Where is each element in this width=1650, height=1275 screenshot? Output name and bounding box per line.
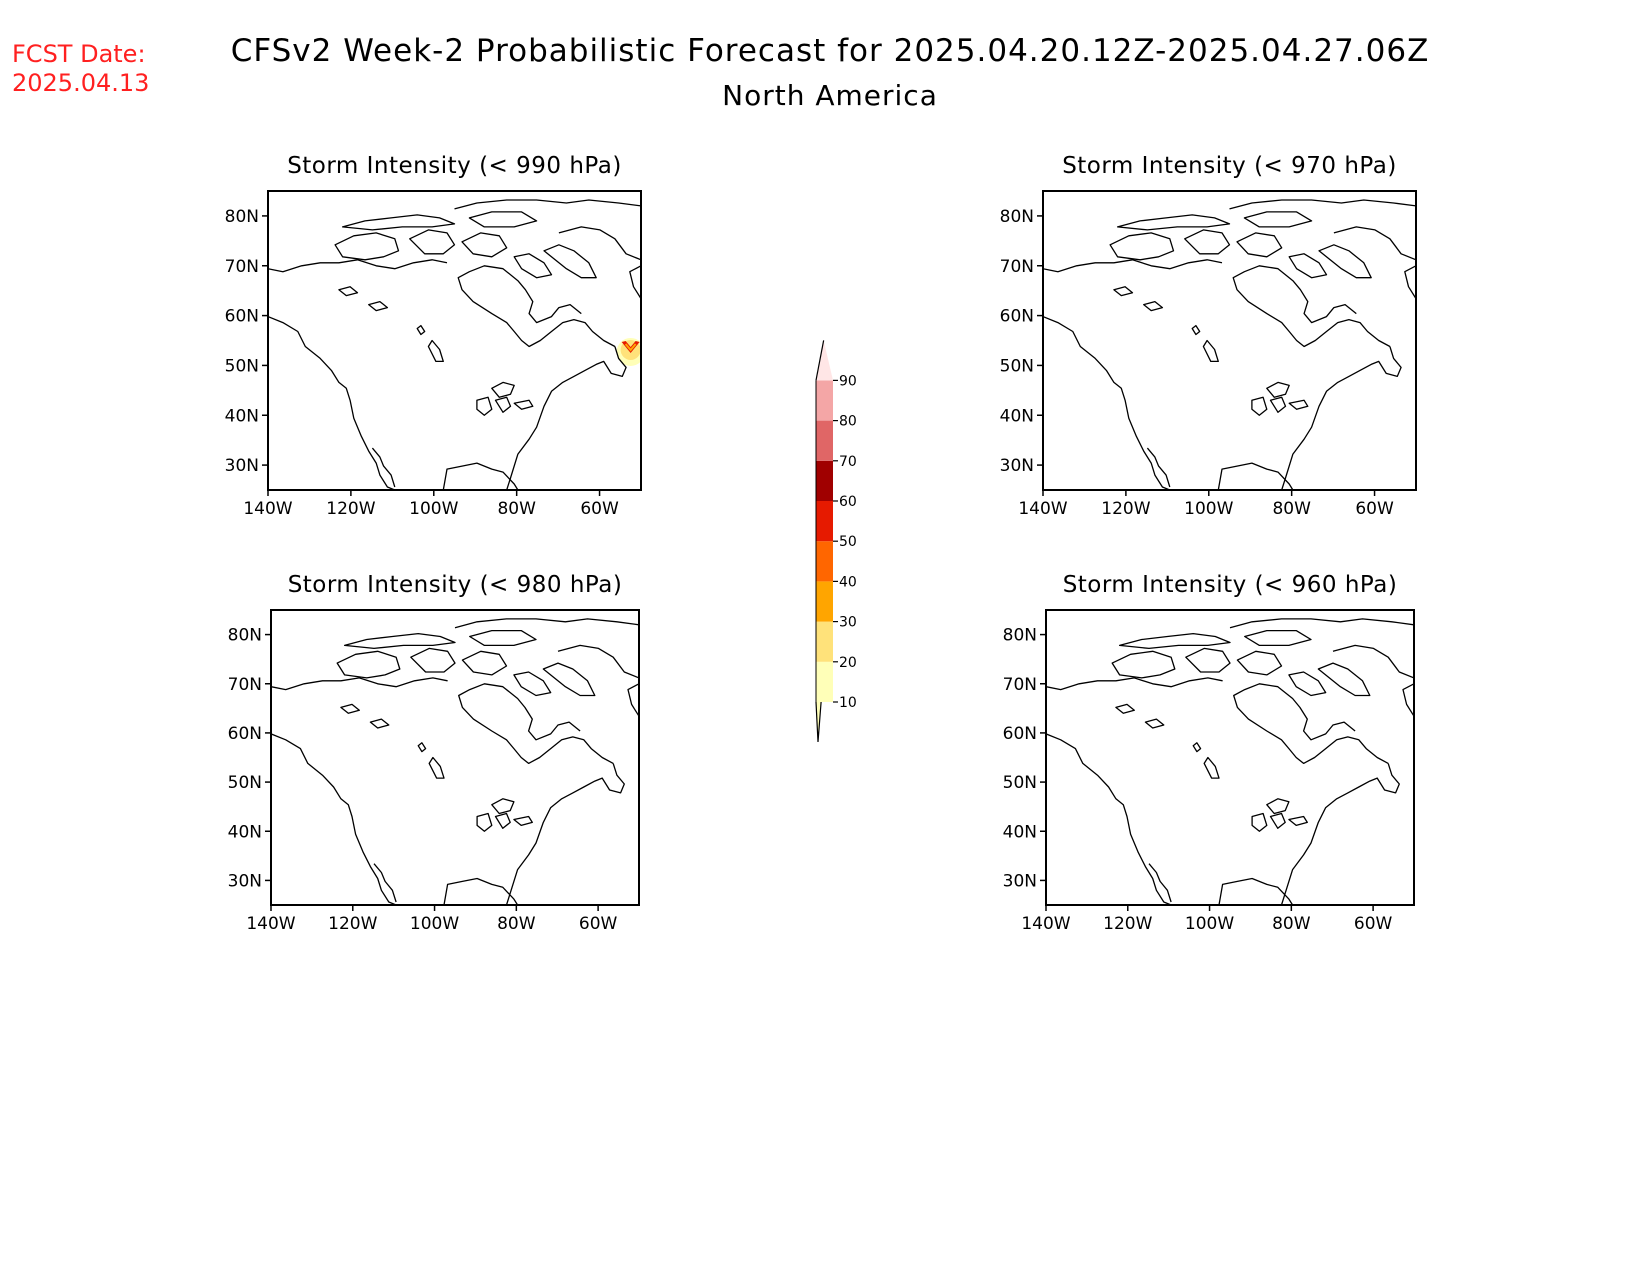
- colorbar-segment: [816, 420, 833, 461]
- panel-title: Storm Intensity (< 960 hPa): [1063, 572, 1398, 598]
- lon-tick-label: 100W: [1184, 499, 1233, 519]
- lat-tick-label: 40N: [225, 406, 259, 426]
- colorbar-label: 50: [839, 534, 857, 550]
- region-title: North America: [722, 79, 938, 112]
- lat-tick-label: 80N: [228, 626, 262, 646]
- lat-tick-label: 50N: [1000, 356, 1034, 376]
- lat-tick-label: 30N: [228, 871, 262, 891]
- colorbar-label: 60: [839, 494, 857, 510]
- lon-tick-label: 80W: [1272, 499, 1311, 519]
- coastline: [271, 618, 639, 905]
- colorbar-segment: [816, 501, 833, 542]
- panel-frame: [1045, 609, 1415, 906]
- colorbar-label: 70: [839, 454, 857, 470]
- coastline: [1043, 199, 1416, 490]
- lon-tick-label: 60W: [1355, 499, 1394, 519]
- lat-tick-label: 60N: [1003, 724, 1037, 744]
- colorbar-label: 20: [839, 655, 857, 671]
- lon-tick-label: 120W: [1101, 499, 1150, 519]
- lat-tick-label: 30N: [1003, 871, 1037, 891]
- lon-tick-label: 80W: [497, 499, 536, 519]
- colorbar-label: 10: [839, 695, 857, 711]
- panel-frame: [1042, 190, 1417, 491]
- map-panel-p960: Storm Intensity (< 960 hPa) 80N 70N 60N 50N 4…: [1003, 572, 1415, 934]
- lon-tick-label: 100W: [1185, 914, 1234, 934]
- lon-tick-label: 60W: [580, 499, 619, 519]
- lon-tick-label: 80W: [1272, 914, 1311, 934]
- probability-hotspot: [616, 337, 641, 366]
- colorbar-top-triangle: [816, 340, 833, 381]
- fcst-label: FCST Date:: [12, 40, 146, 68]
- lon-tick-label: 140W: [246, 914, 295, 934]
- colorbar-label: 40: [839, 574, 857, 590]
- lon-tick-label: 100W: [409, 499, 458, 519]
- panel-frame: [267, 190, 642, 491]
- lat-tick-label: 60N: [225, 307, 259, 327]
- map-panel-p980: Storm Intensity (< 980 hPa) 80N 70N 60N 50N 4…: [228, 572, 640, 934]
- lon-tick-label: 140W: [243, 499, 292, 519]
- map-panel-p970: Storm Intensity (< 970 hPa) 80N 70N 60N 50N 4…: [1000, 153, 1417, 519]
- map-panel-p990: Storm Intensity (< 990 hPa) 80N 70N 60N 50N 4…: [225, 153, 642, 519]
- colorbar-segment: [816, 460, 833, 501]
- lon-tick-label: 60W: [1354, 914, 1393, 934]
- colorbar-segment: [816, 380, 833, 421]
- lat-tick-label: 50N: [228, 773, 262, 793]
- colorbar-segment: [816, 661, 833, 702]
- lat-tick-label: 70N: [1000, 257, 1034, 277]
- lat-tick-label: 70N: [228, 675, 262, 695]
- fcst-date: 2025.04.13: [12, 69, 149, 97]
- colorbar-label: 30: [839, 615, 857, 631]
- lat-tick-label: 30N: [225, 456, 259, 476]
- panel-title: Storm Intensity (< 970 hPa): [1062, 153, 1397, 179]
- panel-title: Storm Intensity (< 990 hPa): [287, 153, 622, 179]
- colorbar-label: 90: [839, 373, 857, 389]
- lat-tick-label: 80N: [225, 207, 259, 227]
- colorbar-segment: [816, 581, 833, 622]
- lat-tick-label: 80N: [1000, 207, 1034, 227]
- lat-tick-label: 40N: [228, 822, 262, 842]
- lon-tick-label: 60W: [579, 914, 618, 934]
- coastline: [1046, 618, 1414, 905]
- lon-tick-label: 140W: [1021, 914, 1070, 934]
- colorbar-segment: [816, 621, 833, 662]
- lat-tick-label: 70N: [1003, 675, 1037, 695]
- lat-tick-label: 60N: [1000, 307, 1034, 327]
- colorbar-segment: [816, 541, 833, 582]
- map-panels: Storm Intensity (< 990 hPa) 80N 70N 60N 50N 4…: [225, 153, 1417, 934]
- lat-tick-label: 40N: [1000, 406, 1034, 426]
- coastline: [268, 199, 641, 490]
- lon-tick-label: 140W: [1018, 499, 1067, 519]
- colorbar-bottom-triangle: [815, 701, 822, 743]
- colorbar: 10 20 30 40 50 60 70 80 90: [815, 340, 857, 743]
- lon-tick-label: 120W: [1103, 914, 1152, 934]
- lat-tick-label: 50N: [1003, 773, 1037, 793]
- lat-tick-label: 80N: [1003, 626, 1037, 646]
- colorbar-label: 80: [839, 414, 857, 430]
- lon-tick-label: 120W: [326, 499, 375, 519]
- main-title: CFSv2 Week-2 Probabilistic Forecast for …: [231, 33, 1430, 69]
- lon-tick-label: 100W: [410, 914, 459, 934]
- panel-frame: [270, 609, 640, 906]
- lat-tick-label: 50N: [225, 356, 259, 376]
- lat-tick-label: 60N: [228, 724, 262, 744]
- lon-tick-label: 120W: [328, 914, 377, 934]
- lon-tick-label: 80W: [497, 914, 536, 934]
- panel-title: Storm Intensity (< 980 hPa): [288, 572, 623, 598]
- lat-tick-label: 30N: [1000, 456, 1034, 476]
- lat-tick-label: 70N: [225, 257, 259, 277]
- lat-tick-label: 40N: [1003, 822, 1037, 842]
